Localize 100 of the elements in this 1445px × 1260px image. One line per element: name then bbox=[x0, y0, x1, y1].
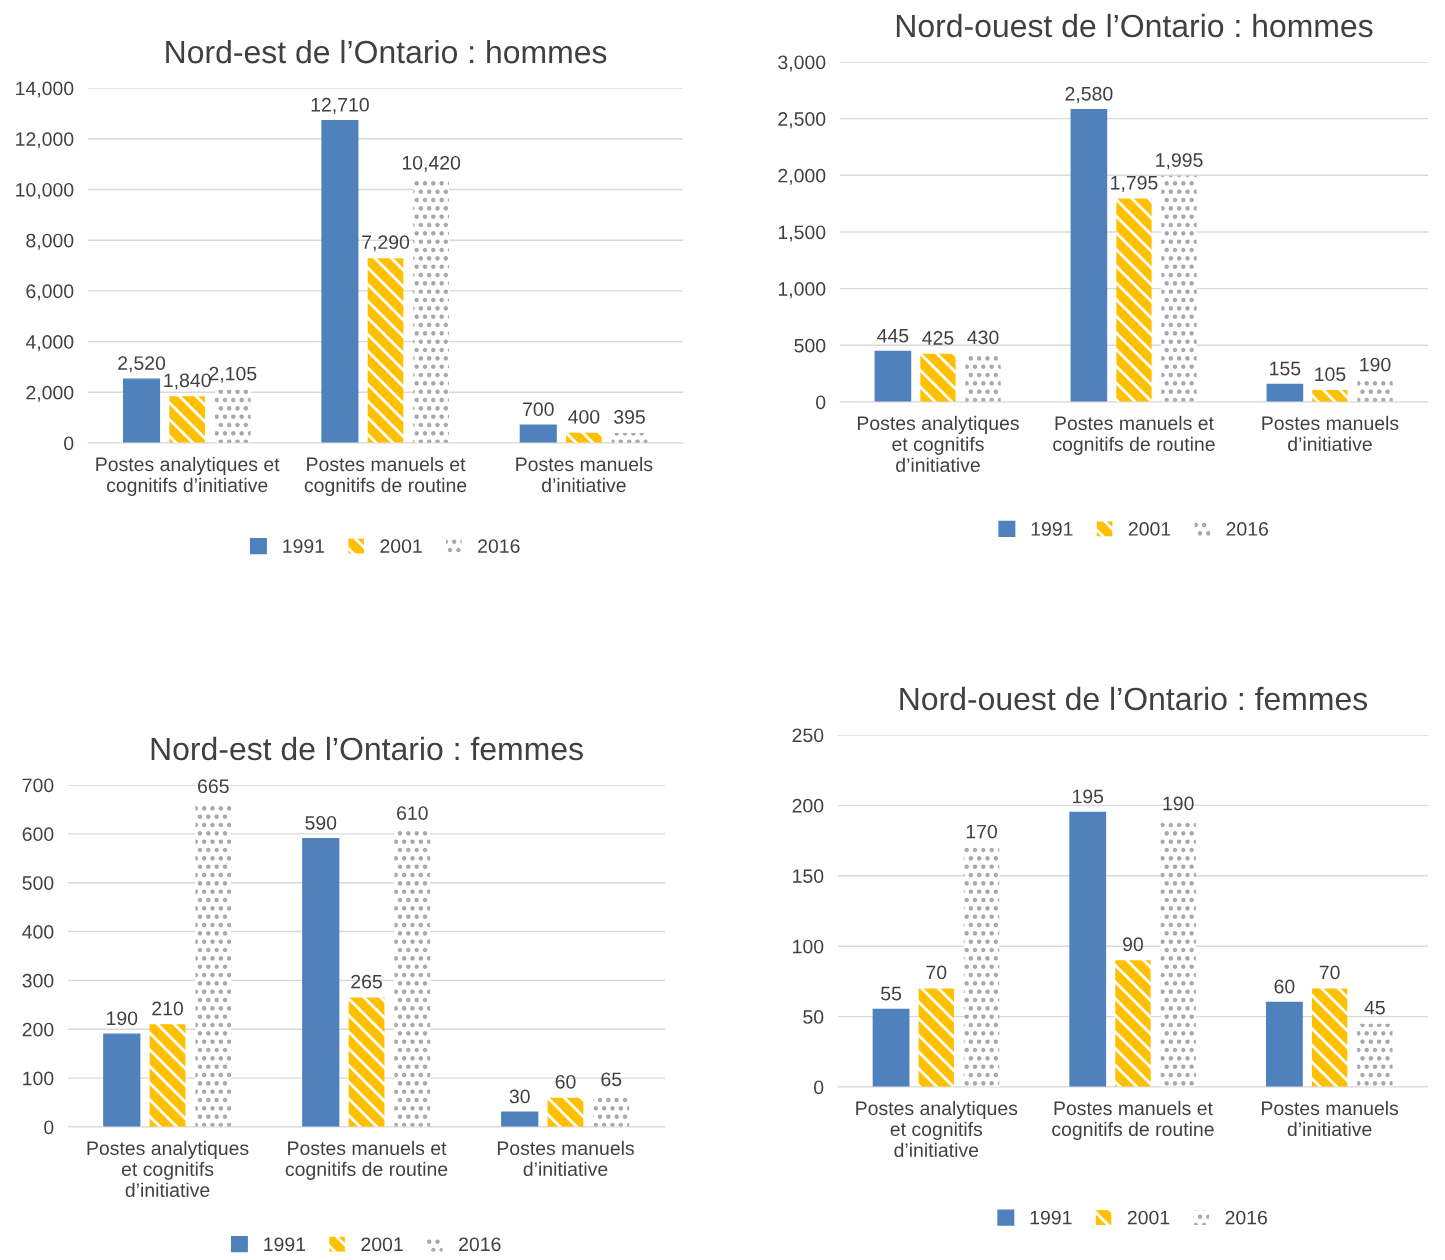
legend-label: 2001 bbox=[1128, 522, 1171, 536]
bar bbox=[394, 828, 431, 1127]
y-tick-label: 4,000 bbox=[25, 335, 74, 352]
data-label: 400 bbox=[568, 409, 600, 424]
y-tick-label: 50 bbox=[803, 1010, 824, 1024]
y-tick-label: 250 bbox=[792, 728, 824, 743]
data-label: 90 bbox=[1123, 937, 1144, 952]
bar bbox=[1070, 108, 1108, 402]
legend-label: 2001 bbox=[1127, 1210, 1170, 1225]
bar bbox=[1160, 819, 1196, 1087]
chart-title: Nord-ouest de l’Ontario : hommes bbox=[896, 13, 1373, 38]
data-label: 55 bbox=[881, 986, 902, 1001]
data-label: 7,290 bbox=[362, 235, 410, 252]
x-tick-label: Postes manuels d’initiative bbox=[1262, 1100, 1399, 1137]
bar bbox=[1357, 1023, 1393, 1087]
bar bbox=[872, 1008, 910, 1087]
y-tick-label: 2,500 bbox=[778, 112, 826, 129]
data-label: 425 bbox=[922, 331, 954, 345]
bar bbox=[918, 988, 954, 1087]
bar bbox=[1265, 1001, 1303, 1087]
bar bbox=[348, 997, 385, 1127]
bar bbox=[1069, 811, 1107, 1087]
data-label: 70 bbox=[1319, 965, 1340, 980]
y-tick-label: 500 bbox=[794, 338, 826, 353]
legend-label: 1991 bbox=[1030, 1210, 1072, 1225]
legend-label: 1991 bbox=[283, 539, 325, 553]
legend-label: 1991 bbox=[1031, 522, 1073, 536]
x-tick-label: Postes analytiques et cognitifs d’initiative bbox=[96, 456, 280, 496]
y-tick-label: 2,000 bbox=[26, 385, 74, 402]
legend-label: 2001 bbox=[361, 1237, 403, 1252]
data-label: 665 bbox=[198, 779, 229, 794]
x-tick-label: Postes manuels d’initiative bbox=[497, 1140, 634, 1177]
data-label: 2,105 bbox=[209, 366, 257, 383]
data-label: 445 bbox=[877, 329, 909, 343]
data-label: 610 bbox=[397, 806, 428, 820]
data-label: 2,580 bbox=[1065, 86, 1113, 103]
data-label: 2,520 bbox=[118, 356, 166, 373]
bar bbox=[413, 178, 449, 444]
y-tick-label: 12,000 bbox=[16, 132, 74, 149]
bar bbox=[1311, 988, 1348, 1087]
chart-title: Nord-est de l’Ontario : femmes bbox=[151, 736, 583, 761]
x-tick-label: Postes analytiques et cognitifs d’initiative bbox=[857, 415, 1019, 472]
data-label: 45 bbox=[1364, 1000, 1385, 1015]
bar bbox=[1357, 380, 1393, 402]
x-tick-label: Postes manuels et cognitifs de routine bbox=[1053, 415, 1215, 455]
y-tick-label: 500 bbox=[22, 876, 54, 890]
data-label: 210 bbox=[152, 1001, 184, 1016]
data-label: 195 bbox=[1072, 789, 1104, 804]
legend-label: 1991 bbox=[264, 1237, 306, 1252]
data-label: 1,840 bbox=[164, 373, 211, 390]
legend-label: 2016 bbox=[459, 1237, 501, 1252]
legend-label: 2016 bbox=[1225, 1210, 1267, 1225]
bar bbox=[1115, 960, 1151, 1087]
y-tick-label: 2,000 bbox=[778, 168, 826, 185]
y-tick-label: 10,000 bbox=[16, 182, 74, 200]
bar bbox=[1312, 390, 1348, 402]
legend-label: 2001 bbox=[380, 539, 422, 553]
data-label: 190 bbox=[1360, 357, 1391, 372]
bar bbox=[963, 847, 1000, 1087]
data-label: 395 bbox=[614, 410, 645, 424]
legend-label: 2016 bbox=[478, 539, 520, 553]
bar bbox=[519, 424, 557, 444]
bar bbox=[566, 432, 602, 444]
y-tick-label: 14,000 bbox=[16, 81, 74, 98]
bar bbox=[103, 1033, 141, 1127]
data-label: 105 bbox=[1315, 367, 1346, 382]
y-tick-label: 300 bbox=[22, 973, 54, 988]
y-tick-label: 0 bbox=[64, 436, 74, 451]
y-tick-label: 600 bbox=[22, 827, 54, 842]
x-tick-label: Postes manuels d’initiative bbox=[516, 456, 653, 493]
bar bbox=[920, 353, 956, 402]
chart-title: Nord-est de l’Ontario : hommes bbox=[166, 39, 607, 64]
data-label: 30 bbox=[509, 1089, 530, 1104]
bar bbox=[169, 396, 206, 444]
data-label: 190 bbox=[1163, 796, 1194, 811]
bar bbox=[874, 350, 912, 402]
y-tick-label: 200 bbox=[792, 798, 824, 813]
y-tick-label: 0 bbox=[814, 1080, 824, 1095]
y-tick-label: 100 bbox=[793, 939, 824, 954]
data-label: 12,710 bbox=[311, 97, 369, 114]
bar bbox=[965, 353, 1001, 402]
y-tick-label: 6,000 bbox=[26, 284, 74, 301]
bar bbox=[593, 1095, 630, 1127]
x-tick-label: Postes manuels et cognitifs de routine bbox=[304, 456, 467, 496]
bar bbox=[214, 389, 251, 444]
y-tick-label: 700 bbox=[22, 778, 54, 793]
data-label: 265 bbox=[351, 974, 382, 989]
y-tick-label: 100 bbox=[23, 1071, 54, 1086]
legend-label: 2016 bbox=[1226, 522, 1268, 536]
data-label: 60 bbox=[1274, 979, 1295, 994]
bar bbox=[1161, 175, 1197, 402]
bar bbox=[367, 258, 404, 444]
bar bbox=[195, 802, 232, 1127]
bar bbox=[302, 838, 340, 1127]
bar bbox=[501, 1111, 539, 1127]
data-label: 1,995 bbox=[1156, 153, 1203, 170]
x-tick-label: Postes manuels et cognitifs de routine bbox=[285, 1140, 448, 1180]
bar bbox=[123, 378, 161, 444]
data-label: 590 bbox=[305, 815, 337, 830]
y-tick-label: 3,000 bbox=[778, 55, 826, 72]
